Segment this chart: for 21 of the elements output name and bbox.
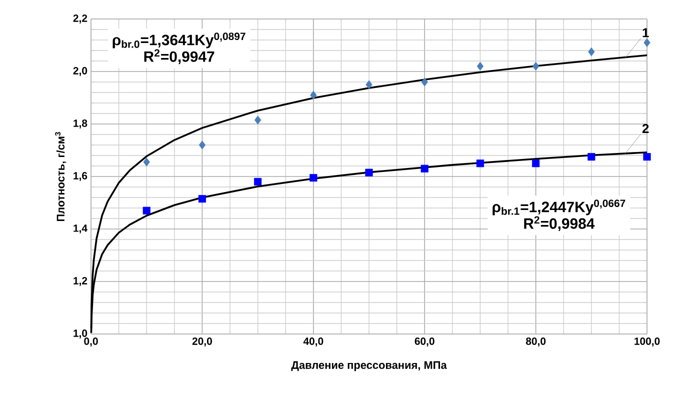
y-axis-title: Плотность, г/см$^{3}$ bbox=[55, 132, 66, 222]
y-tick-label: 1,0 bbox=[74, 330, 88, 338]
x-tick-label: 80,0 bbox=[526, 338, 546, 346]
x-tick-label: 40,0 bbox=[303, 338, 324, 346]
annotation: 1 bbox=[642, 28, 649, 38]
y-tick-label: 1,4 bbox=[74, 224, 88, 234]
y-tick-label: 1,6 bbox=[74, 172, 88, 181]
y-tick-label: 1,8 bbox=[74, 120, 88, 128]
y-tick-label: 1,2 bbox=[74, 277, 88, 286]
x-axis-title: Давление прессования, МПа bbox=[291, 361, 447, 372]
x-tick-label: 60,0 bbox=[414, 338, 434, 346]
annotation: R$^{2}$=0,9947 bbox=[144, 49, 214, 64]
annotation: R$^{2}$=0,9984 bbox=[524, 216, 595, 232]
annotation: 2 bbox=[642, 124, 649, 133]
y-tick-label: 2,2 bbox=[73, 14, 88, 24]
annotation: ρ$_{br.0}$=1,3641Ky$^{0,0897}$ bbox=[112, 32, 246, 48]
y-tick-label: 2,0 bbox=[73, 67, 88, 76]
annotation: ρ$_{br.1}$=1,2447Ky$^{0,0667}$ bbox=[492, 200, 626, 216]
x-tick-label: 0,0 bbox=[84, 338, 98, 346]
x-tick-label: 100,0 bbox=[634, 338, 660, 346]
x-tick-label: 20,0 bbox=[192, 338, 212, 346]
